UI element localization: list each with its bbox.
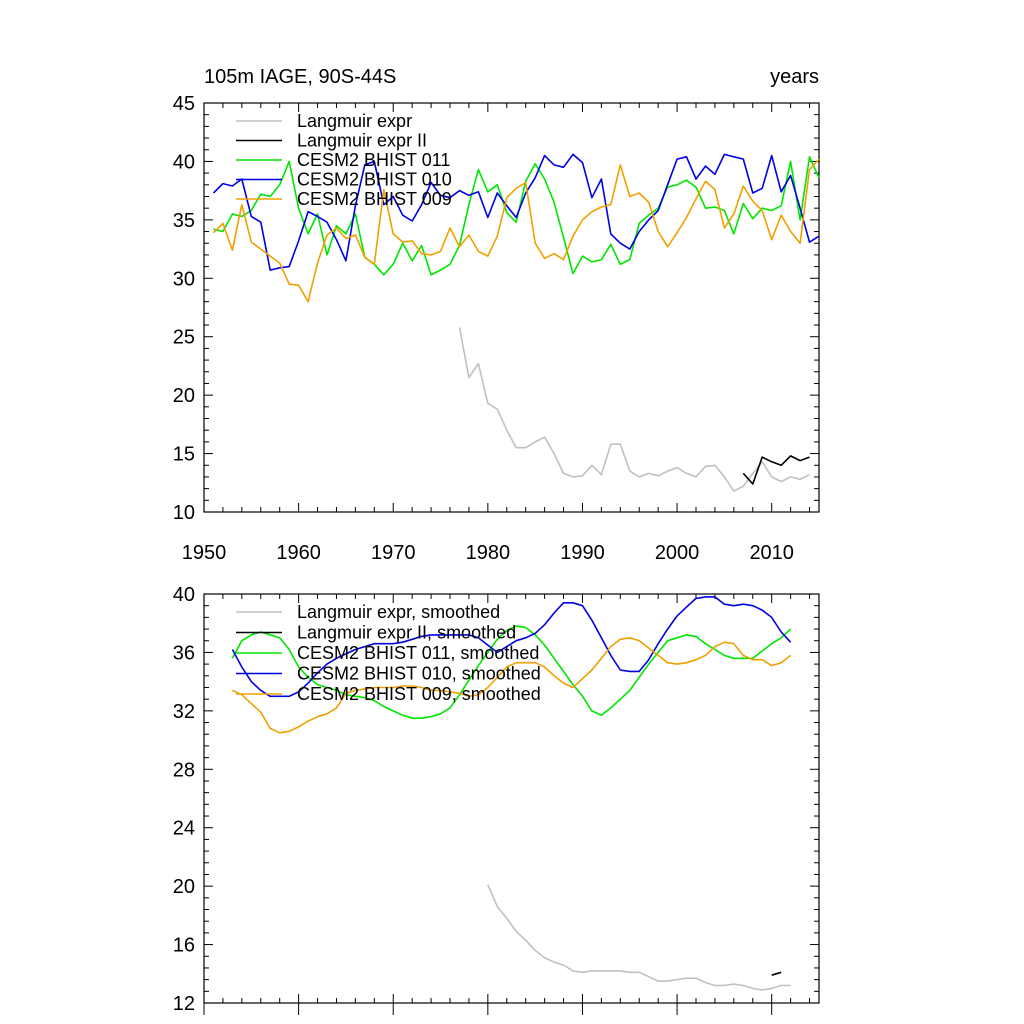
plot-frame	[203, 102, 820, 513]
top-plot-lines	[212, 153, 820, 492]
y-tick-label: 40	[173, 584, 195, 606]
y-tick-label: 28	[173, 759, 195, 781]
y-tick-label: 16	[173, 935, 195, 957]
y-tick-label: 20	[173, 876, 195, 898]
legend-label: CESM2 BHIST 010, smoothed	[297, 664, 541, 684]
x-tick-label: 1980	[466, 542, 511, 564]
series-line-3	[212, 153, 820, 271]
units-label: years	[770, 66, 819, 88]
y-tick-label: 12	[173, 993, 195, 1015]
series-line-3	[231, 596, 792, 698]
top-axes: 10 15 20 25 30 35 40 45 1950 1960 1970 1980 1990 2000…	[173, 93, 820, 564]
y-tick-label: 45	[173, 93, 195, 115]
legend-label: Langmuir expr, smoothed	[297, 602, 500, 622]
plot-frame	[203, 593, 820, 1004]
legend-label: CESM2 BHIST 009, smoothed	[297, 684, 541, 704]
x-tick-label: 1990	[560, 542, 605, 564]
x-tick-label: 2000	[655, 542, 700, 564]
y-tick-label: 15	[173, 444, 195, 466]
series-line-4	[212, 158, 820, 303]
series-line-1	[771, 971, 782, 976]
y-tick-label: 32	[173, 701, 195, 723]
series-line-1	[742, 455, 810, 485]
y-tick-label: 36	[173, 642, 195, 664]
x-tick-label: 1970	[371, 542, 416, 564]
series-line-2	[213, 156, 820, 276]
legend-label: Langmuir expr	[297, 111, 412, 131]
y-tick-label: 10	[173, 502, 195, 524]
legend-label: CESM2 BHIST 011, smoothed	[297, 643, 539, 663]
series-line-2	[231, 625, 792, 720]
legend-label: Langmuir expr II, smoothed	[297, 623, 516, 643]
series-line-0	[487, 884, 791, 991]
y-tick-label: 20	[173, 385, 195, 407]
bottom-axes: 12 16 20 24 28 32 36 40	[173, 584, 820, 1015]
chart-title: 105m IAGE, 90S-44S	[204, 66, 396, 88]
y-tick-label: 35	[173, 210, 195, 232]
y-tick-label: 25	[173, 327, 195, 349]
y-tick-label: 30	[173, 268, 195, 290]
series-line-0	[458, 327, 810, 492]
x-tick-label: 2010	[749, 542, 794, 564]
bottom-plot-lines	[231, 596, 792, 991]
y-tick-label: 40	[173, 151, 195, 173]
y-tick-label: 24	[173, 818, 195, 840]
legend-label: CESM2 BHIST 011	[297, 150, 450, 170]
x-tick-label: 1950	[182, 542, 227, 564]
legend-label: CESM2 BHIST 010	[297, 170, 452, 190]
bottom-panel: 12 16 20 24 28 32 36 40 Langmuir expr, smoothed…	[173, 584, 820, 1015]
legend-label: CESM2 BHIST 009	[297, 189, 452, 209]
series-line-4	[232, 636, 792, 734]
top-panel: 105m IAGE, 90S-44S years 10 15 20 25 30 35 40 4…	[173, 66, 820, 564]
x-tick-label: 1960	[276, 542, 321, 564]
legend-label: Langmuir expr II	[297, 131, 427, 151]
